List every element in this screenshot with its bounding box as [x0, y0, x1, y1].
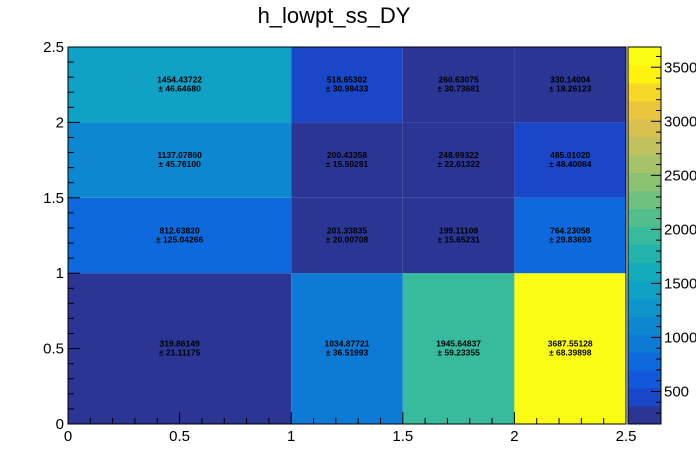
heatmap-cell [514, 273, 626, 424]
cell-error-label: ± 18.26123 [549, 84, 592, 94]
cell-value-label: 319.86149 [160, 339, 200, 349]
cell-value-label: 1137.07860 [157, 150, 202, 160]
colorbar-tick-label: 2000 [664, 221, 696, 238]
colorbar-band [628, 406, 661, 425]
colorbar-band [628, 136, 661, 156]
colorbar-tick-label: 3500 [664, 59, 696, 76]
cell-value-label: 199.11108 [439, 226, 479, 236]
cell-error-label: ± 29.83693 [549, 235, 592, 245]
heatmap-cell [514, 122, 626, 198]
colorbar-band [628, 316, 661, 335]
y-tick-label: 0.5 [43, 341, 64, 358]
colorbar-tick-label: 1000 [664, 329, 696, 346]
cell-value-label: 248.99322 [439, 150, 479, 160]
colorbar-band [628, 334, 661, 353]
cell-value-label: 3687.55128 [548, 339, 593, 349]
cell-error-label: ± 30.98433 [326, 84, 369, 94]
x-tick-label: 1.5 [392, 428, 413, 445]
heatmap-cell [514, 197, 626, 274]
cell-error-label: ± 15.50281 [326, 159, 369, 169]
heatmap-cell [402, 273, 515, 424]
cell-value-label: 518.65302 [327, 75, 367, 85]
cell-value-label: 812.63820 [160, 226, 200, 236]
heatmap-cell [402, 47, 515, 123]
colorbar-band [628, 370, 661, 389]
x-tick-label: 0 [64, 428, 72, 445]
colorbar-band [628, 388, 661, 407]
cell-error-label: ± 68.39898 [549, 348, 592, 358]
heatmap-cell [291, 197, 403, 274]
cell-error-label: ± 22.61322 [437, 159, 480, 169]
colorbar-tick-label: 500 [664, 383, 689, 400]
colorbar-tick-label: 3000 [664, 113, 696, 130]
colorbar-band [628, 154, 661, 174]
colorbar-frame [627, 46, 662, 425]
colorbar-band [628, 47, 661, 66]
heatmap-cell [402, 197, 515, 274]
heatmap-cell-labels: 319.86149± 21.11175 1034.87721± 36.51993 1… [156, 75, 593, 358]
colorbar-band [628, 244, 661, 263]
heatmap-cell [68, 47, 292, 123]
cell-value-label: 200.43358 [327, 150, 367, 160]
heatmap-cells [68, 47, 626, 424]
colorbar-band [628, 64, 661, 84]
y-tick-label: 2 [56, 114, 64, 131]
x-tick-label: 2.5 [616, 428, 637, 445]
cell-value-label: 1454.43722 [157, 75, 202, 85]
colorbar-tick-label: 1500 [664, 275, 696, 292]
y-tick-label: 1.5 [43, 190, 64, 207]
colorbar-band [628, 262, 661, 281]
colorbar-tick-label: 2500 [664, 167, 696, 184]
cell-error-label: ± 46.64680 [158, 84, 201, 94]
cell-value-label: 201.33835 [327, 226, 367, 236]
y-tick-label: 0 [56, 416, 64, 433]
plot-frame [67, 46, 627, 425]
colorbar-band [628, 352, 661, 371]
heatmap-cell [68, 273, 292, 424]
heatmap-cell [291, 47, 403, 123]
colorbar-band [628, 190, 661, 210]
cell-value-label: 330.14004 [550, 75, 590, 85]
cell-error-label: ± 59.23355 [437, 348, 480, 358]
heatmap-cell [291, 273, 403, 424]
cell-error-label: ± 36.51993 [326, 348, 369, 358]
cell-value-label: 764.23058 [550, 226, 590, 236]
colorbar-band [628, 82, 661, 102]
cell-value-label: 485.01020 [550, 150, 590, 160]
heatmap-cell [402, 122, 515, 198]
colorbar-band [628, 280, 661, 299]
cell-error-label: ± 45.76100 [158, 159, 201, 169]
colorbar-band [628, 298, 661, 317]
colorbar-band [628, 226, 661, 245]
x-tick-label: 2 [510, 428, 518, 445]
x-tick-label: 1 [287, 428, 295, 445]
cell-error-label: ± 48.40084 [549, 159, 592, 169]
cell-value-label: 1945.64837 [436, 339, 481, 349]
x-tick-label: 0.5 [169, 428, 190, 445]
y-tick-label: 1 [56, 265, 64, 282]
y-tick-label: 2.5 [43, 39, 64, 56]
colorbar-band [628, 208, 661, 228]
heatmap-cell [514, 47, 626, 123]
heatmap-cell [291, 122, 403, 198]
y-axis: 0 0.5 1 1.5 2 2.5 [43, 39, 80, 433]
heatmap-cell [68, 122, 292, 198]
cell-error-label: ± 21.11175 [159, 348, 201, 358]
chart-title: h_lowpt_ss_DY [258, 3, 411, 28]
colorbar-band [628, 172, 661, 192]
cell-value-label: 260.63075 [439, 75, 479, 85]
cell-error-label: ± 30.73681 [437, 84, 480, 94]
cell-error-label: ± 15.65231 [437, 235, 480, 245]
cell-error-label: ± 125.04266 [156, 235, 203, 245]
colorbar-band [628, 100, 661, 120]
cell-error-label: ± 20.00708 [326, 235, 369, 245]
x-axis: 0 0.5 1 1.5 2 2.5 [64, 412, 637, 445]
colorbar-band [628, 118, 661, 138]
colorbar: 500 1000 1500 2000 2500 3000 3500 [627, 46, 696, 425]
cell-value-label: 1034.87721 [325, 339, 370, 349]
heatmap-cell [68, 197, 292, 274]
